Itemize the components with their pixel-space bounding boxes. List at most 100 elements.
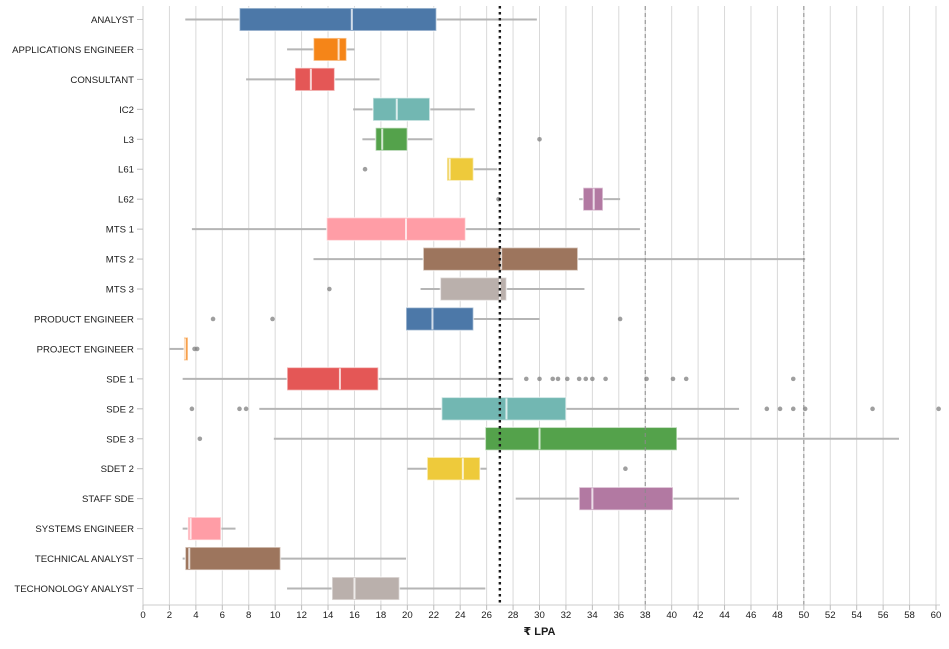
outlier-l61[interactable] — [362, 166, 368, 172]
box-systems-engineer[interactable] — [187, 516, 222, 541]
y-label-consultant: CONSULTANT — [70, 75, 134, 86]
y-label-sde-2: SDE 2 — [106, 404, 134, 415]
box-sde-1[interactable] — [286, 366, 380, 392]
y-label-mts-1: MTS 1 — [106, 225, 134, 236]
x-tick-label: 24 — [455, 610, 466, 621]
outlier-sde-1[interactable] — [537, 376, 542, 382]
box-product-engineer[interactable] — [405, 306, 475, 332]
box-l61[interactable] — [446, 156, 475, 182]
y-label-mts-3: MTS 3 — [106, 285, 134, 296]
box-ic2[interactable] — [372, 97, 431, 122]
box-staff-sde[interactable] — [578, 486, 674, 511]
outlier-sdet-2[interactable] — [623, 466, 628, 472]
x-tick-label: 52 — [825, 610, 836, 621]
x-tick-label: 36 — [613, 610, 624, 621]
outlier-sde-1[interactable] — [790, 376, 796, 382]
box-applications-engineer[interactable] — [312, 37, 348, 62]
outlier-sde-2[interactable] — [764, 406, 770, 412]
box-consultant[interactable] — [294, 67, 336, 92]
x-tick-label: 22 — [428, 610, 439, 621]
box-sde-2[interactable] — [440, 396, 567, 422]
y-label-l62: L62 — [118, 195, 134, 206]
outlier-l3[interactable] — [537, 136, 542, 142]
y-label-project-engineer: PROJECT ENGINEER — [37, 344, 134, 355]
x-tick-label: 2 — [167, 610, 172, 621]
reference-lines-layer — [498, 6, 805, 605]
box-mts-1[interactable] — [325, 216, 467, 242]
x-tick-label: 48 — [772, 610, 783, 621]
outlier-mts-3[interactable] — [327, 286, 332, 292]
x-tick-label: 38 — [640, 610, 651, 621]
outliers-layer — [189, 136, 941, 472]
outlier-project-engineer[interactable] — [194, 346, 200, 352]
outlier-sde-2[interactable] — [936, 406, 941, 412]
outlier-sde-3[interactable] — [197, 436, 203, 442]
outlier-sde-2[interactable] — [870, 406, 875, 412]
x-tick-label: 46 — [746, 610, 757, 621]
y-label-sde-3: SDE 3 — [106, 434, 134, 445]
y-label-l61: L61 — [118, 165, 134, 176]
outlier-sde-1[interactable] — [670, 376, 676, 382]
x-tick-label: 34 — [587, 610, 598, 621]
x-tick-label: 16 — [349, 610, 360, 621]
outlier-product-engineer[interactable] — [270, 316, 275, 322]
x-tick-label: 54 — [851, 610, 862, 621]
outlier-sde-1[interactable] — [564, 376, 570, 382]
outlier-sde-2[interactable] — [189, 406, 195, 412]
y-label-sdet-2: SDET 2 — [101, 464, 134, 475]
y-label-product-engineer: PRODUCT ENGINEER — [34, 314, 134, 325]
x-tick-label: 32 — [561, 610, 572, 621]
axes-layer: 0 2 4 6 8 10 12 14 16 18 20 22 24 26 28 30 32 34 36 38 40 42 4… — [12, 6, 941, 621]
x-tick-label: 42 — [693, 610, 704, 621]
x-tick-label: 56 — [878, 610, 889, 621]
box-techonology-analyst[interactable] — [331, 576, 401, 601]
gridlines-layer — [168, 6, 937, 605]
outlier-product-engineer[interactable] — [617, 316, 623, 322]
x-tick-label: 20 — [402, 610, 413, 621]
x-tick-label: 58 — [904, 610, 915, 621]
y-label-analyst: ANALYST — [91, 15, 134, 26]
outlier-sde-1[interactable] — [576, 376, 582, 382]
outlier-sde-2[interactable] — [777, 406, 783, 412]
x-tick-label: 28 — [508, 610, 519, 621]
box-sdet-2[interactable] — [426, 456, 481, 481]
box-technical-analyst[interactable] — [184, 546, 282, 571]
box-sde-3[interactable] — [484, 426, 678, 452]
y-label-technical-analyst: TECHNICAL ANALYST — [35, 554, 134, 565]
x-tick-label: 4 — [193, 610, 199, 621]
x-tick-label: 50 — [798, 610, 809, 621]
boxes-layer — [183, 7, 678, 601]
box-l3[interactable] — [374, 127, 409, 152]
outlier-product-engineer[interactable] — [210, 316, 216, 322]
y-label-sde-1: SDE 1 — [106, 374, 134, 385]
x-tick-label: 6 — [220, 610, 225, 621]
y-label-staff-sde: STAFF SDE — [82, 494, 134, 505]
y-label-applications-engineer: APPLICATIONS ENGINEER — [12, 45, 134, 56]
x-tick-label: 40 — [666, 610, 677, 621]
outlier-sde-1[interactable] — [583, 376, 589, 382]
outlier-sde-2[interactable] — [243, 406, 249, 412]
y-label-systems-engineer: SYSTEMS ENGINEER — [35, 524, 134, 535]
outlier-sde-1[interactable] — [523, 376, 529, 382]
x-tick-label: 26 — [481, 610, 492, 621]
outlier-sde-1[interactable] — [590, 376, 595, 382]
x-tick-label: 60 — [931, 610, 942, 621]
y-label-ic2: IC2 — [119, 105, 134, 116]
box-analyst[interactable] — [238, 7, 438, 32]
outlier-sde-2[interactable] — [237, 406, 242, 412]
x-tick-label: 30 — [534, 610, 545, 621]
x-axis-title: ₹ LPA — [524, 626, 556, 638]
box-mts-3[interactable] — [439, 276, 508, 302]
outlier-sde-1[interactable] — [555, 376, 561, 382]
x-tick-label: 14 — [323, 610, 334, 621]
outlier-sde-1[interactable] — [683, 376, 689, 382]
x-tick-label: 44 — [719, 610, 730, 621]
x-tick-label: 8 — [246, 610, 251, 621]
x-tick-label: 18 — [376, 610, 387, 621]
whiskers-layer — [169, 18, 899, 590]
outlier-sde-2[interactable] — [790, 406, 796, 412]
outlier-sde-1[interactable] — [550, 376, 556, 382]
outlier-sde-1[interactable] — [603, 376, 608, 382]
